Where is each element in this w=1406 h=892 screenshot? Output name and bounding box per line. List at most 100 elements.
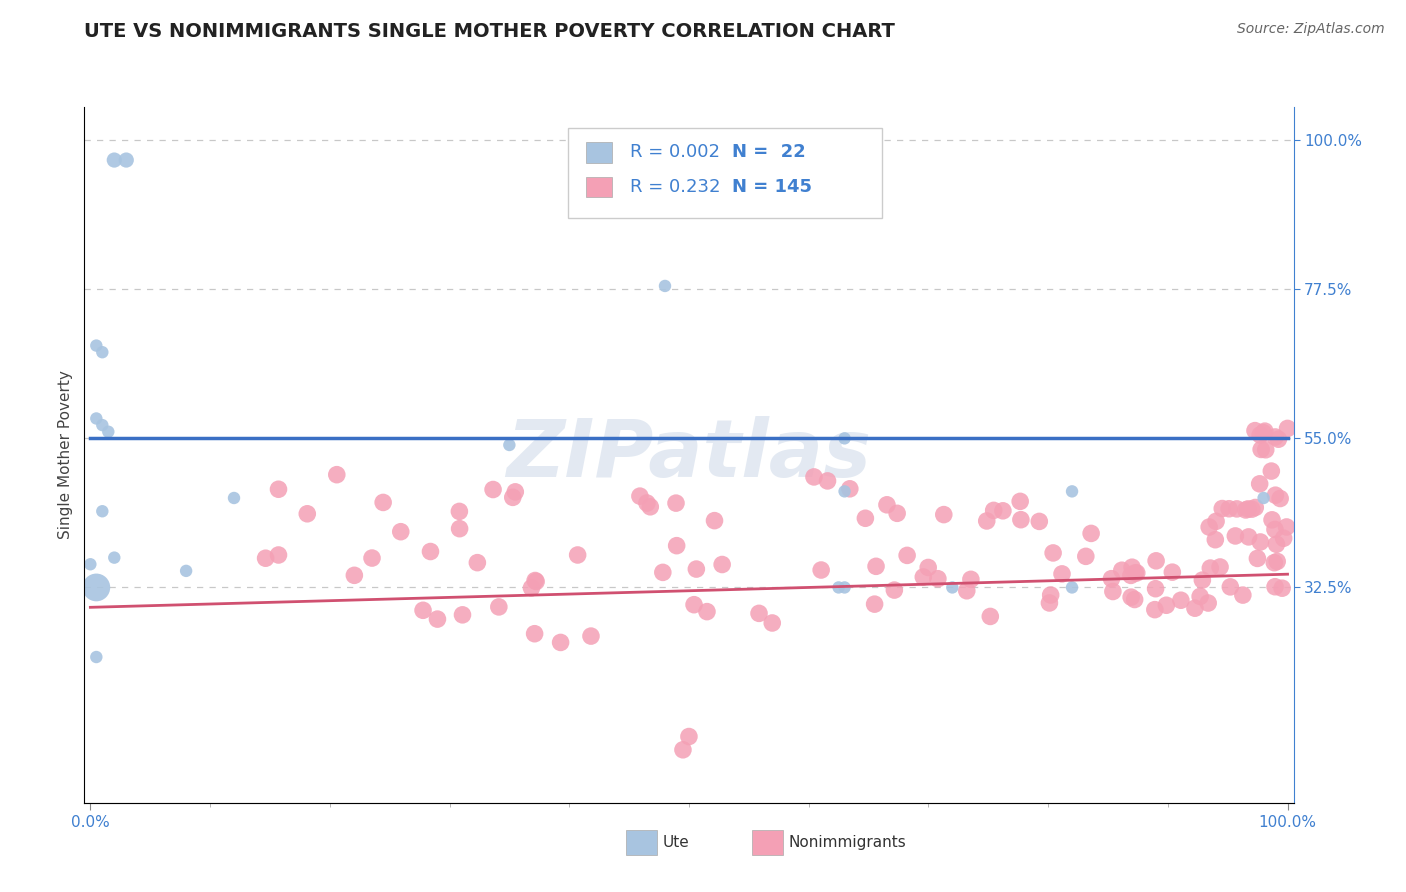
FancyBboxPatch shape [568,128,883,219]
Point [1244,500,1267,515]
Point [1209,560,1232,574]
Point [932,508,955,522]
Point [1050,566,1073,581]
Point [1121,560,1143,574]
Point [373,495,395,509]
Point [1144,554,1167,568]
Point [1250,442,1272,457]
Point [1275,520,1298,534]
Point [1060,581,1083,595]
Point [91,418,114,433]
Point [685,562,707,576]
Point [912,570,935,584]
Point [1119,568,1142,582]
Point [1123,592,1146,607]
Point [917,560,939,574]
Point [1237,502,1260,516]
Point [502,491,524,505]
Point [1205,514,1227,528]
Point [991,504,1014,518]
Point [103,153,125,167]
Point [86,581,108,595]
Point [1156,599,1178,613]
Point [865,559,887,574]
Point [976,514,998,528]
Point [1102,584,1125,599]
Point [711,558,734,572]
Point [1225,529,1247,543]
Point [1271,581,1294,595]
Point [638,500,661,514]
Point [834,431,856,445]
Point [1253,491,1275,505]
Point [636,496,658,510]
Point [1277,421,1299,435]
Point [1232,588,1254,602]
Point [86,338,108,352]
Point [1121,590,1143,604]
Point [1144,582,1167,596]
Point [1126,566,1149,580]
Point [419,544,441,558]
Point [1249,476,1271,491]
Point [1199,561,1222,575]
Point [672,743,695,757]
Point [567,548,589,562]
Point [1270,491,1292,506]
Point [389,524,412,539]
Point [1211,501,1233,516]
Point [86,411,108,425]
Point [1143,602,1166,616]
Point [1010,513,1032,527]
Point [1261,513,1284,527]
Point [115,153,138,167]
Text: Nonimmigrants: Nonimmigrants [789,836,907,850]
Point [1260,464,1282,478]
Point [827,581,849,595]
Point [896,549,918,563]
Point [838,482,860,496]
Point [449,504,471,518]
Point [761,615,783,630]
Point [696,605,718,619]
Point [412,603,434,617]
Point [1042,546,1064,560]
Point [426,612,449,626]
Point [748,607,770,621]
FancyBboxPatch shape [586,177,612,197]
Point [651,566,673,580]
Point [1254,424,1277,438]
Point [550,635,572,649]
Point [579,629,602,643]
Text: R = 0.232: R = 0.232 [630,178,720,196]
Point [222,491,245,505]
Point [1060,484,1083,499]
Point [983,503,1005,517]
Point [1246,551,1268,566]
Point [1264,580,1286,594]
Point [79,558,101,572]
Point [927,572,949,586]
Point [86,650,108,665]
Point [488,599,510,614]
Point [853,511,876,525]
Point [1254,442,1277,457]
Point [91,345,114,359]
Point [1028,515,1050,529]
Point [254,551,277,566]
Point [863,597,886,611]
Point [1123,566,1146,580]
FancyBboxPatch shape [586,142,612,162]
Text: N =  22: N = 22 [733,144,806,161]
Point [520,581,543,595]
Point [103,550,125,565]
Point [174,564,197,578]
Point [834,484,856,499]
Point [703,514,725,528]
Point [979,609,1001,624]
Point [326,467,349,482]
Point [1038,596,1060,610]
Point [803,470,825,484]
Point [1249,535,1271,549]
Point [956,583,979,598]
